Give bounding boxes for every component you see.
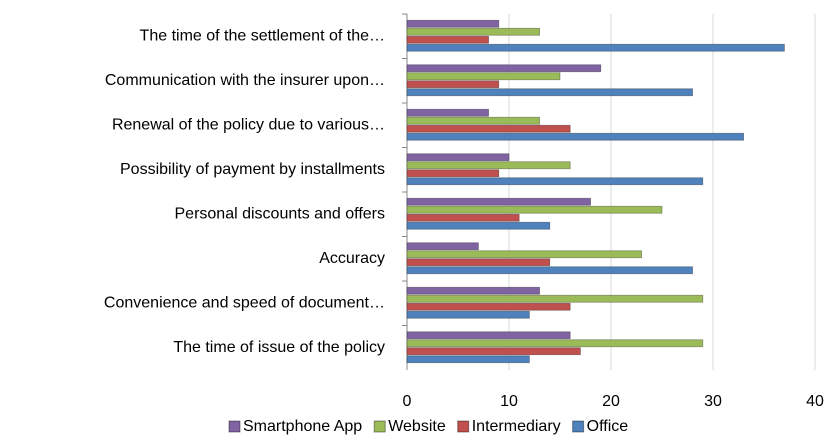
x-tick-label: 40 bbox=[806, 393, 824, 410]
x-tick-label: 10 bbox=[500, 393, 518, 410]
bar bbox=[406, 250, 643, 259]
bar bbox=[406, 27, 541, 36]
bar bbox=[406, 197, 592, 206]
bar bbox=[406, 124, 571, 133]
bar bbox=[406, 64, 602, 73]
bar bbox=[406, 310, 530, 319]
legend-label: Intermediary bbox=[472, 418, 561, 435]
bar bbox=[406, 72, 561, 81]
bar bbox=[406, 339, 704, 348]
bar bbox=[406, 258, 551, 267]
bar bbox=[406, 108, 489, 117]
legend-swatch bbox=[228, 420, 241, 433]
bar bbox=[406, 153, 510, 162]
bar bbox=[406, 286, 541, 295]
bar bbox=[406, 242, 479, 251]
bar bbox=[406, 80, 500, 89]
bar bbox=[406, 19, 500, 28]
bar bbox=[406, 116, 541, 125]
y-tick-label: The time of issue of the policy bbox=[173, 339, 385, 356]
y-tick-label: Accuracy bbox=[319, 250, 385, 267]
legend-swatch bbox=[457, 420, 470, 433]
bar bbox=[406, 355, 530, 364]
legend-swatch bbox=[373, 420, 386, 433]
x-tick-label: 30 bbox=[704, 393, 722, 410]
y-tick-label: The time of the settlement of the… bbox=[140, 27, 385, 44]
bar bbox=[406, 221, 551, 230]
y-tick-label: Convenience and speed of document… bbox=[104, 294, 385, 311]
bar bbox=[406, 177, 704, 186]
bar bbox=[406, 331, 571, 340]
bar bbox=[406, 266, 694, 275]
legend-label: Office bbox=[587, 418, 629, 435]
bar bbox=[406, 205, 663, 214]
bar bbox=[406, 213, 520, 222]
bar bbox=[406, 35, 489, 44]
y-tick-label: Communication with the insurer upon… bbox=[105, 72, 385, 89]
legend-label: Smartphone App bbox=[243, 418, 362, 435]
bar bbox=[406, 88, 694, 97]
bar bbox=[406, 43, 785, 52]
y-tick-label: Possibility of payment by installments bbox=[120, 161, 385, 178]
x-tick-label: 20 bbox=[602, 393, 620, 410]
bar bbox=[406, 347, 581, 356]
y-tick-label: Personal discounts and offers bbox=[175, 205, 386, 222]
bar bbox=[406, 302, 571, 311]
y-tick-label: Renewal of the policy due to various… bbox=[112, 116, 385, 133]
bar bbox=[406, 294, 704, 303]
x-tick-label: 0 bbox=[403, 393, 412, 410]
bar bbox=[406, 132, 745, 141]
legend-swatch bbox=[572, 420, 585, 433]
legend-label: Website bbox=[388, 418, 446, 435]
bar bbox=[406, 169, 500, 178]
bar bbox=[406, 161, 571, 170]
